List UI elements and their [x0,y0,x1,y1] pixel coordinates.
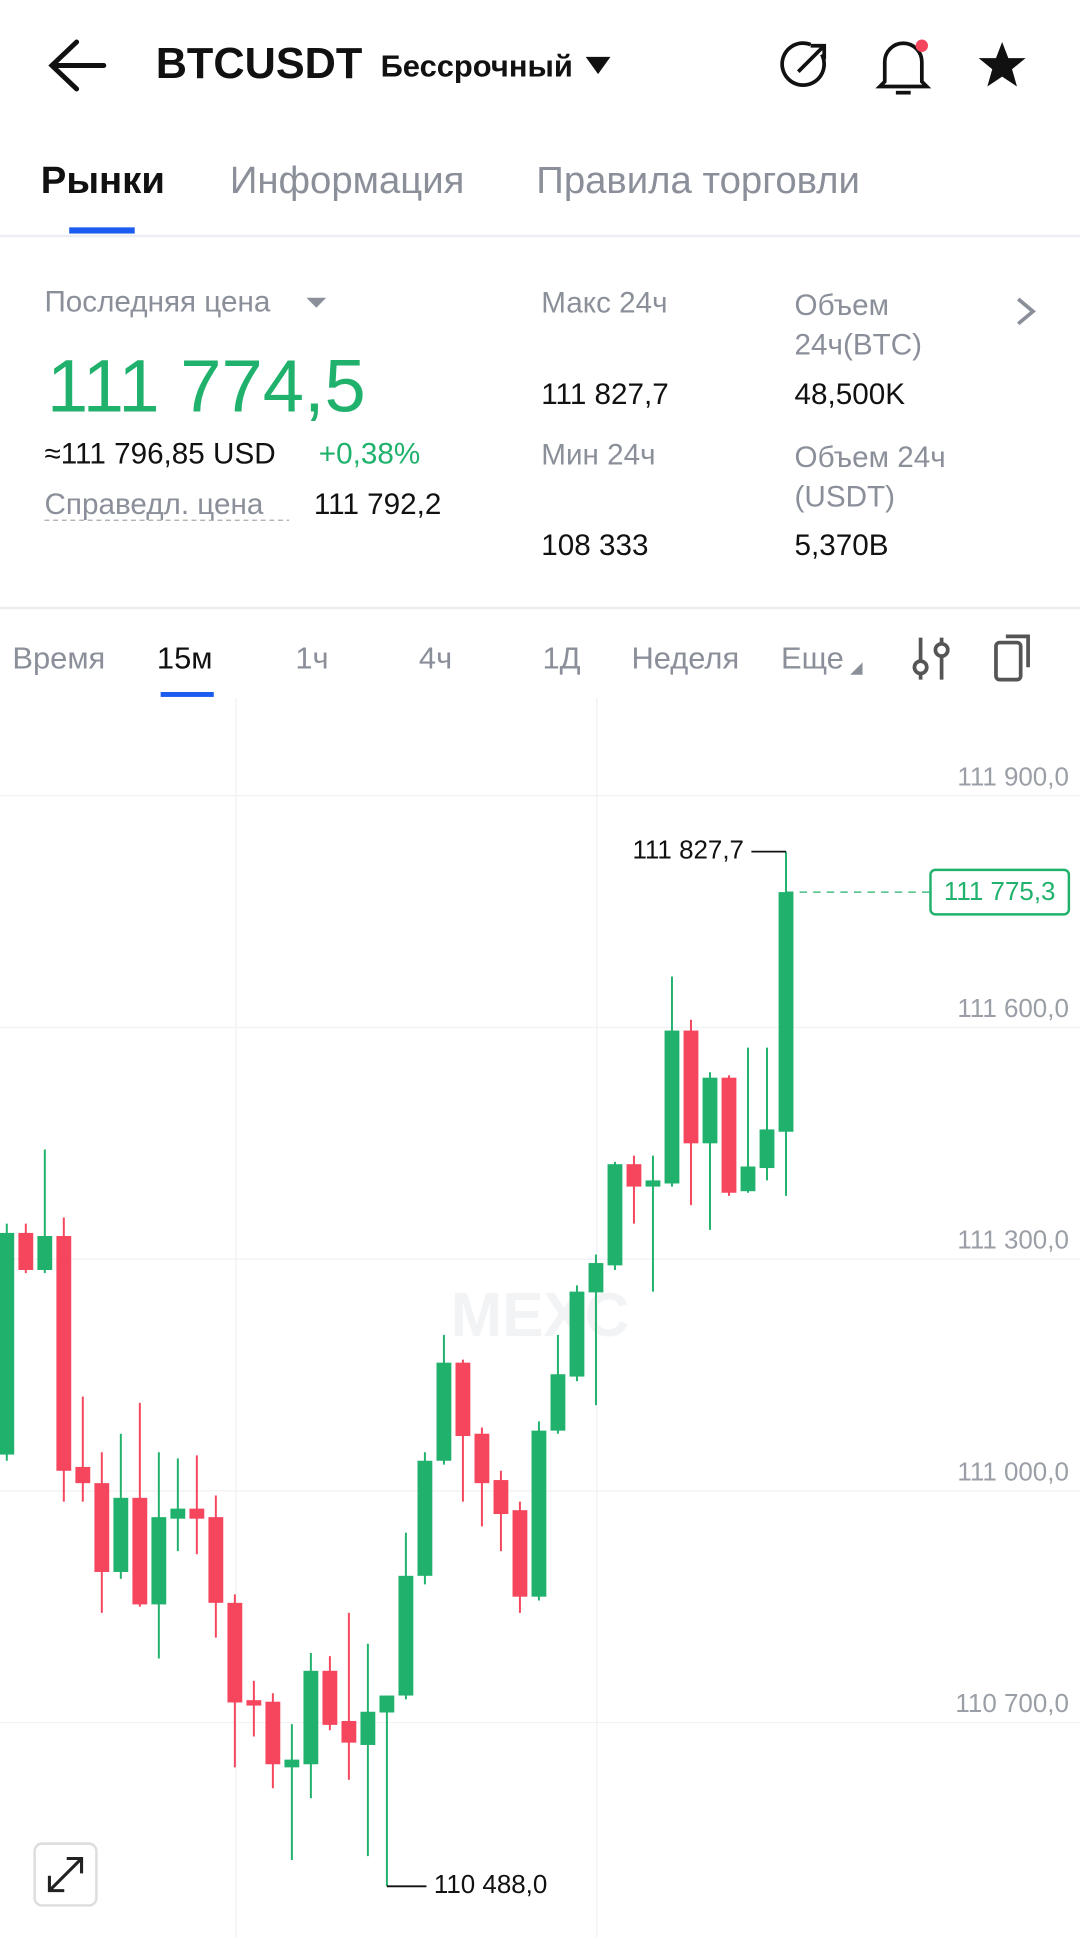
timeframe[interactable]: 15м [156,641,213,676]
favorite-icon[interactable] [978,42,1026,87]
candle-body [132,1497,148,1605]
candle-body [56,1236,72,1471]
tab[interactable]: Рынки [40,158,165,202]
y-tick-label: 111 600,0 [957,995,1069,1023]
candle-body [246,1700,262,1706]
candle-body [37,1236,53,1270]
last-price-label: 111 775,3 [944,878,1056,906]
vol-btc: 48,500K [794,378,906,412]
candle-body [417,1460,433,1576]
candle-body [493,1480,509,1515]
candle-body [512,1510,528,1597]
tab[interactable]: Правила торговли [536,158,860,202]
expand-button[interactable] [33,1842,98,1907]
last-price: 111 774,5 [46,344,366,428]
candle-body [778,892,794,1132]
candle-body [284,1759,300,1768]
dropdown-icon[interactable] [585,56,611,75]
more-arrow[interactable] [850,662,863,675]
watermark: MEXC [451,1281,629,1350]
contract-type[interactable]: Бессрочный [380,49,573,85]
candle-body [569,1291,585,1377]
timeframe[interactable]: Еще [780,641,844,676]
chevron-icon[interactable] [1017,297,1036,326]
label: Объем 24ч (USDT) [794,441,946,515]
candle-body [113,1497,129,1572]
layout-icon[interactable] [994,634,1030,682]
candle-body [151,1517,167,1605]
candle-body [208,1517,224,1603]
candle-body [170,1508,186,1519]
vol-usdt: 5,370B [794,528,889,563]
indicator-icon[interactable] [912,637,950,680]
candle-body [436,1362,452,1461]
candle-body [588,1263,604,1293]
change: +0,38% [318,437,421,471]
candle-body [645,1180,661,1187]
share-icon[interactable] [780,41,827,87]
y-tick-label: 111 000,0 [957,1458,1069,1486]
annotation-label: 111 827,7 [632,836,744,864]
label: Макс 24ч [541,286,668,321]
label: Мин 24ч [541,438,656,473]
bell-icon[interactable] [875,39,932,95]
candle-body [550,1374,566,1431]
candle-body [740,1166,756,1192]
candle-body [379,1695,395,1713]
fair-price: 111 792,2 [313,488,442,522]
timeframe[interactable]: Неделя [631,641,740,676]
candle-body [455,1362,471,1437]
candle-body [398,1575,414,1696]
label: Последняя цена [44,285,271,319]
candle-body [360,1711,376,1745]
tab[interactable]: Информация [229,158,465,202]
candle-body [75,1466,91,1484]
tab-indicator [69,227,135,234]
high-24h: 111 827,7 [541,378,669,412]
candle-body [474,1433,490,1484]
symbol: BTCUSDT [155,39,363,88]
timeframe-indicator [160,691,214,697]
candle-body [531,1430,547,1597]
label: Справедл. цена [44,488,264,522]
y-tick-label: 110 700,0 [955,1690,1068,1718]
low-24h: 108 333 [541,528,649,563]
last-price-box [929,868,1071,916]
candle-body [683,1030,699,1144]
back-icon[interactable] [48,39,107,92]
candle-body [18,1232,34,1270]
candle-body [303,1670,319,1765]
candle-body [322,1670,338,1725]
candle-body [607,1164,623,1266]
label: Объем 24ч(BTC) [794,289,923,363]
candle-body [721,1077,737,1193]
timeframe[interactable]: 1ч [295,641,329,676]
candle-body [94,1483,110,1572]
chart: MEXC 111 900,0 111 600,0 111 300,0 111 000,… [0,698,1080,1938]
candle-body [0,1232,15,1455]
timeframe[interactable]: Время [12,641,106,676]
candle-body [265,1701,281,1765]
y-tick-label: 111 900,0 [957,763,1069,791]
candle-body [227,1602,243,1703]
candle-body [702,1077,718,1144]
icons [0,39,1080,697]
timeframe[interactable]: 4ч [418,641,453,676]
timeframe[interactable]: 1Д [542,641,581,676]
candle-body [341,1721,357,1743]
candle-body [189,1508,205,1519]
candle-body [626,1164,642,1187]
dropdown-icon[interactable] [306,297,327,308]
annotation-label: 110 488,0 [434,1871,547,1899]
usd-price: ≈111 796,85 USD [44,437,276,471]
candle-body [664,1030,680,1184]
y-tick-label: 111 300,0 [957,1227,1069,1255]
candle-body [759,1129,775,1169]
